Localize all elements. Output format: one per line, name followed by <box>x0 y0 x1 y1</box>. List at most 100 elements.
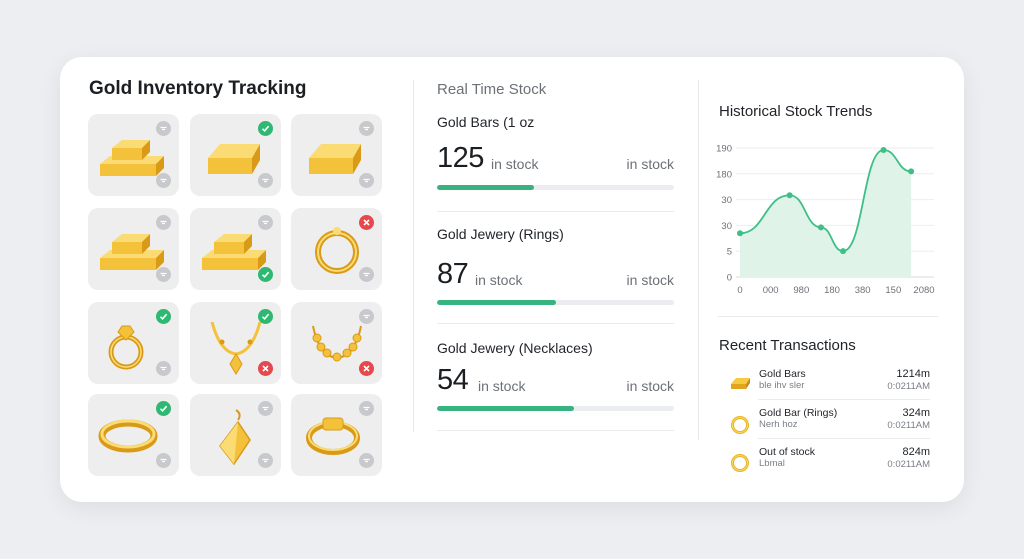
transaction-sub: ble ihv sler <box>759 380 805 391</box>
transaction-name: Out of stock <box>759 446 816 458</box>
stock-unit-right: in stock <box>626 378 674 394</box>
stock-count: 54 <box>437 364 469 396</box>
gold-band-icon <box>98 419 158 453</box>
transaction-time: 0:0211AM <box>887 381 930 392</box>
transaction-row[interactable]: Gold Bar (Rings) Nerh hoz 324m 0:0211AM <box>728 407 930 443</box>
divider <box>413 80 414 432</box>
stock-progress-fill <box>437 300 556 305</box>
check-badge-icon[interactable] <box>156 401 171 416</box>
status-badge-icon[interactable] <box>359 401 374 416</box>
data-point <box>817 224 824 231</box>
gold-ring-icon <box>731 416 749 434</box>
stock-progress-fill <box>437 185 535 190</box>
status-badge-icon[interactable] <box>258 173 273 188</box>
x-tick-label: 980 <box>793 285 809 296</box>
x-tick-label: 150 <box>885 285 901 296</box>
status-badge-icon[interactable] <box>359 453 374 468</box>
inventory-tile[interactable] <box>190 302 281 384</box>
inventory-tile[interactable] <box>88 208 179 290</box>
transaction-amount: 324m <box>902 407 930 419</box>
status-badge-icon[interactable] <box>156 173 171 188</box>
data-point <box>908 168 915 175</box>
gold-signet-ring-icon <box>306 417 360 455</box>
data-point <box>737 230 743 237</box>
x-tick-label: 180 <box>824 285 840 296</box>
stock-item-name: Gold Jewery (Necklaces) <box>437 340 593 356</box>
status-badge-icon[interactable] <box>359 173 374 188</box>
gold-bar-stack-icon <box>100 140 164 176</box>
x-tick-label: 000 <box>763 285 779 296</box>
status-badge-icon[interactable] <box>258 401 273 416</box>
inventory-tile[interactable] <box>291 302 382 384</box>
transactions-title: Recent Transactions <box>719 337 856 354</box>
inventory-tile[interactable] <box>291 208 382 290</box>
x-tick-label: 380 <box>855 285 871 296</box>
divider <box>758 438 930 439</box>
transaction-amount: 1214m <box>896 368 930 380</box>
stock-item-gold-necklaces[interactable]: Gold Jewery (Necklaces) 54 in stock in s… <box>437 340 674 420</box>
x-tick-label: 2080 <box>913 285 934 296</box>
stock-count: 87 <box>437 258 469 290</box>
inventory-tile[interactable] <box>190 208 281 290</box>
gold-bar-icon <box>731 378 750 389</box>
stock-unit: in stock <box>475 272 523 288</box>
gold-diamond-ring-icon <box>108 325 144 370</box>
stock-progress-bar <box>437 185 674 190</box>
alert-badge-icon[interactable] <box>359 215 374 230</box>
trend-area <box>740 150 912 277</box>
transaction-row[interactable]: Gold Bars ble ihv sler 1214m 0:0211AM <box>728 368 930 404</box>
status-badge-icon[interactable] <box>258 215 273 230</box>
inventory-tile[interactable] <box>88 302 179 384</box>
stock-item-gold-rings[interactable]: Gold Jewery (Rings) 87 in stock in stock <box>437 226 674 306</box>
status-badge-icon[interactable] <box>359 121 374 136</box>
status-badge-icon[interactable] <box>156 361 171 376</box>
divider <box>437 323 674 324</box>
gold-earring-icon <box>219 409 251 466</box>
inventory-tile[interactable] <box>291 114 382 196</box>
stock-progress-fill <box>437 406 575 411</box>
inventory-tile[interactable] <box>88 394 179 476</box>
check-badge-icon[interactable] <box>258 267 273 282</box>
inventory-title: Gold Inventory Tracking <box>89 78 307 99</box>
check-badge-icon[interactable] <box>156 309 171 324</box>
data-point <box>880 147 887 153</box>
gold-ring-icon <box>315 227 359 274</box>
stock-unit-right: in stock <box>626 272 674 288</box>
divider <box>698 80 699 440</box>
alert-badge-icon[interactable] <box>258 361 273 376</box>
stock-item-name: Gold Jewery (Rings) <box>437 226 564 242</box>
stock-item-gold-bars[interactable]: Gold Bars (1 oz 125 in stock in stock <box>437 114 674 194</box>
transaction-row[interactable]: Out of stock Lbmal 824m 0:0211AM <box>728 446 930 482</box>
transaction-time: 0:0211AM <box>887 459 930 470</box>
check-badge-icon[interactable] <box>258 309 273 324</box>
status-badge-icon[interactable] <box>359 309 374 324</box>
inventory-tile[interactable] <box>190 394 281 476</box>
inventory-tile[interactable] <box>291 394 382 476</box>
stock-count: 125 <box>437 142 484 174</box>
inventory-tile[interactable] <box>190 114 281 196</box>
divider <box>437 211 674 212</box>
gold-bar-icon <box>208 144 260 174</box>
stock-progress-bar <box>437 300 674 305</box>
check-badge-icon[interactable] <box>258 121 273 136</box>
transaction-time: 0:0211AM <box>887 420 930 431</box>
status-badge-icon[interactable] <box>258 453 273 468</box>
y-tick-label: 30 <box>721 221 732 232</box>
divider <box>718 316 938 317</box>
status-badge-icon[interactable] <box>156 453 171 468</box>
gold-bead-necklace-icon <box>312 325 362 362</box>
stock-item-name: Gold Bars (1 oz <box>437 114 535 130</box>
y-tick-label: 0 <box>727 273 732 284</box>
alert-badge-icon[interactable] <box>359 361 374 376</box>
status-badge-icon[interactable] <box>156 121 171 136</box>
status-badge-icon[interactable] <box>156 267 171 282</box>
inventory-tile[interactable] <box>88 114 179 196</box>
stock-unit: in stock <box>478 378 526 394</box>
stock-unit-right: in stock <box>626 156 674 172</box>
data-point <box>786 192 793 199</box>
stock-unit: in stock <box>491 156 539 172</box>
gold-bar-stack-icon <box>202 234 266 270</box>
data-point <box>840 248 847 255</box>
status-badge-icon[interactable] <box>359 267 374 282</box>
status-badge-icon[interactable] <box>156 215 171 230</box>
